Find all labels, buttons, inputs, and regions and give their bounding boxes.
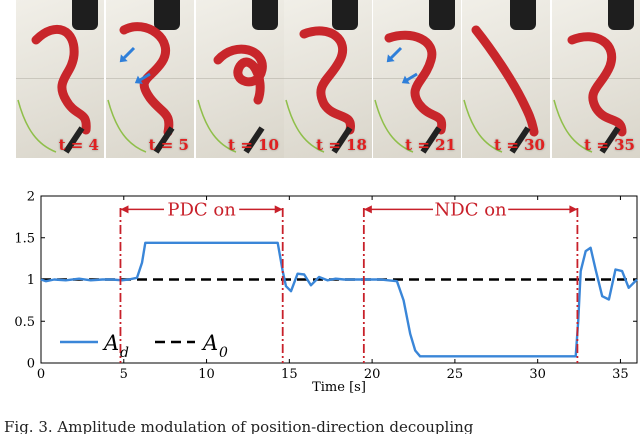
- photo-strip: t = 4 t = 5 t = 10 t = 18 t = 21 t = 30 t = 35: [0, 0, 640, 158]
- robot-body: [31, 24, 91, 135]
- photo-panel: t = 10: [196, 0, 284, 158]
- robot-tail-mount: [420, 126, 442, 154]
- figure-caption: Fig. 3. Amplitude modulation of position…: [4, 418, 474, 434]
- x-tick-label: 25: [447, 367, 464, 382]
- legend-ad-label: A: [102, 331, 119, 355]
- force-arrow-icon: [119, 46, 136, 63]
- arrowhead-right-icon: [274, 205, 283, 214]
- y-tick-label: 0: [27, 357, 35, 372]
- x-tick-label: 5: [120, 367, 128, 382]
- robot-body: [213, 44, 267, 105]
- photo-panel: t = 21: [373, 0, 461, 158]
- snake-robot: [285, 26, 355, 154]
- snake-robot: [553, 32, 627, 154]
- time-label: t = 21: [405, 136, 456, 154]
- robot-tail-mount: [331, 126, 353, 154]
- legend-a0-label: A: [201, 331, 218, 355]
- force-arrow-icon: [134, 72, 151, 84]
- x-tick-label: 0: [37, 367, 45, 382]
- force-arrow-icon: [401, 72, 418, 84]
- tether-cable: [107, 99, 147, 153]
- arrowhead-right-icon: [569, 205, 578, 214]
- time-label: t = 18: [316, 136, 367, 154]
- tether-cable: [285, 99, 325, 153]
- photo-panel: t = 5: [106, 0, 194, 158]
- y-tick-label: 2: [27, 190, 35, 205]
- x-tick-label: 30: [529, 367, 546, 382]
- time-label: t = 5: [148, 136, 189, 154]
- y-tick-label: 0.5: [14, 315, 35, 330]
- operator-legs: [332, 0, 358, 30]
- operator-legs: [72, 0, 98, 30]
- amplitude-chart: 0 5 10 15 20 25 30 35 0 0.5 1 1.5 2 Time [s] PDC on NDC…: [14, 190, 638, 395]
- x-tick-label: 20: [364, 367, 381, 382]
- y-tick-label: 1: [27, 273, 35, 288]
- operator-legs: [608, 0, 634, 30]
- snake-robot: [17, 24, 91, 154]
- tether-cable: [374, 99, 414, 153]
- time-label: t = 35: [584, 136, 635, 154]
- legend-a0-subscript: 0: [219, 345, 228, 361]
- robot-tail-mount: [63, 126, 85, 154]
- photo-panel: t = 18: [284, 0, 372, 158]
- time-label: t = 30: [494, 136, 545, 154]
- photo-panel: t = 35: [552, 0, 640, 158]
- snake-robot: [374, 30, 447, 154]
- force-arrow-icon: [386, 46, 403, 63]
- robot-tail-mount: [243, 126, 265, 154]
- legend-ad-subscript: d: [120, 345, 129, 361]
- arrowhead-left-icon: [363, 205, 372, 214]
- operator-legs: [510, 0, 536, 30]
- annotation-label: NDC on: [435, 199, 508, 220]
- tether-cable: [197, 99, 237, 153]
- x-tick-label: 10: [198, 367, 215, 382]
- snake-robot: [107, 22, 175, 154]
- y-tick-label: 1.5: [14, 231, 35, 246]
- floor-tile-line: [552, 78, 640, 79]
- tether-cable: [553, 99, 593, 153]
- robot-body: [567, 32, 627, 137]
- robot-body: [119, 22, 174, 137]
- operator-legs: [154, 0, 180, 30]
- time-label: t = 10: [228, 136, 279, 154]
- time-label: t = 4: [58, 136, 99, 154]
- tether-cable: [17, 99, 57, 153]
- x-tick-label: 35: [612, 367, 629, 382]
- snake-robot: [197, 44, 267, 154]
- annotation-label: PDC on: [167, 199, 236, 220]
- robot-body: [384, 30, 447, 135]
- operator-legs: [429, 0, 455, 30]
- x-axis-label: Time [s]: [312, 380, 366, 395]
- x-tick-label: 15: [281, 367, 298, 382]
- operator-legs: [252, 0, 278, 30]
- series-ad-line: [40, 241, 638, 358]
- robot-body: [299, 26, 355, 135]
- snake-robot: [463, 25, 539, 154]
- robot-tail-mount: [599, 126, 621, 154]
- robot-tail-mount: [153, 126, 175, 154]
- photo-panel: t = 30: [462, 0, 550, 158]
- tether-cable: [463, 99, 503, 153]
- robot-tail-mount: [509, 126, 531, 154]
- arrowhead-left-icon: [120, 205, 129, 214]
- robot-body: [471, 25, 539, 137]
- photo-panel: t = 4: [16, 0, 104, 158]
